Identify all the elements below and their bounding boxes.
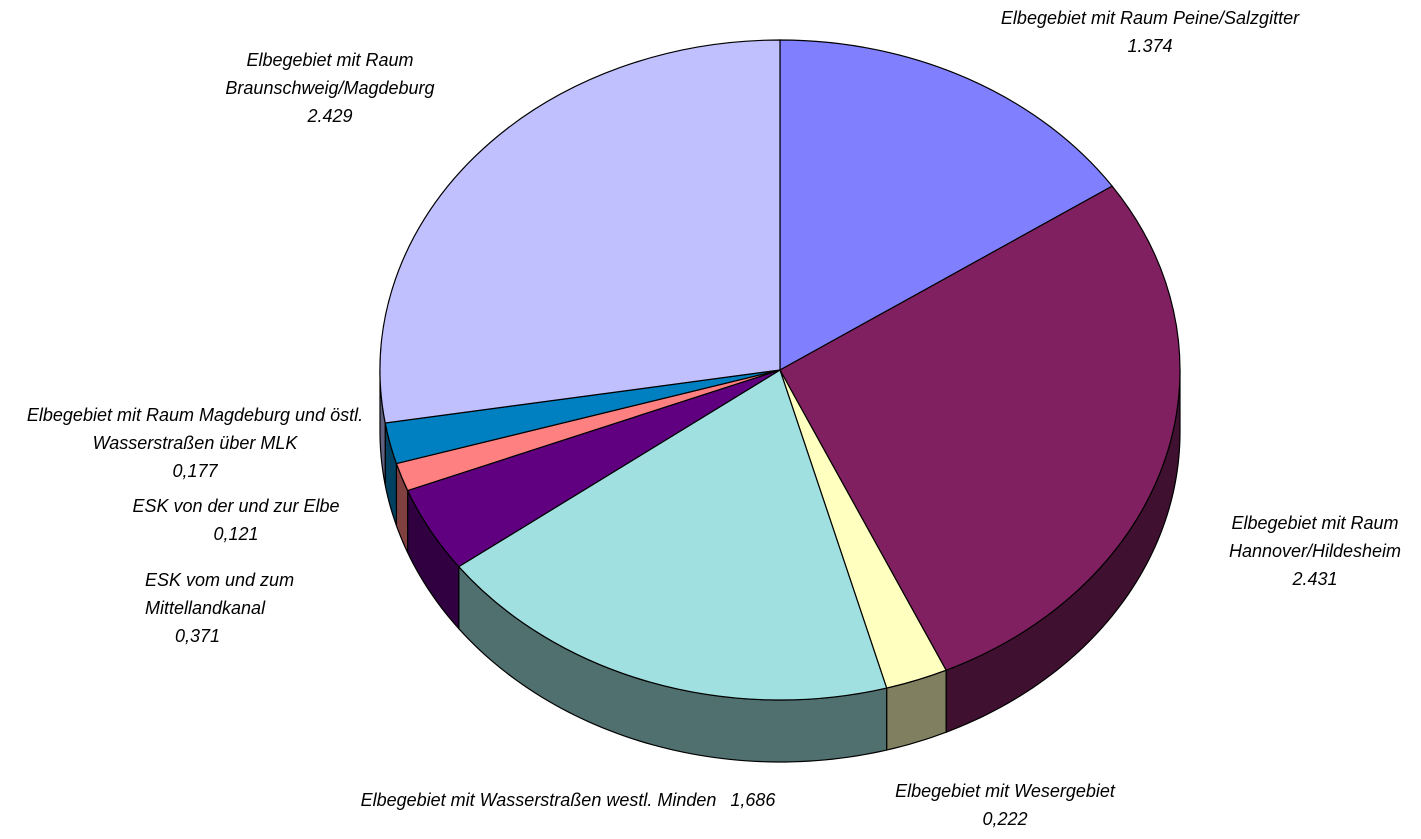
slice-name: Elbegebiet mit Wasserstraßen westl. Mind…	[360, 790, 717, 810]
slice-label: ESK von der und zur Elbe 0,121	[96, 492, 376, 548]
slice-value: 0,177	[172, 461, 218, 481]
slice-label: Elbegebiet mit Wesergebiet 0,222	[855, 777, 1155, 833]
slice-value: 0,371	[175, 626, 221, 646]
slice	[457, 369, 888, 701]
slice-name: ESK von der und zur Elbe	[132, 496, 340, 516]
slice-value: 2.431	[1292, 569, 1338, 589]
slice	[779, 39, 1114, 372]
slice-name: Elbegebiet mit Raum Hannover/Hildesheim	[1228, 513, 1402, 561]
slice-label: Elbegebiet mit Raum Magdeburg und östl. …	[0, 401, 390, 485]
slice-value: 2.429	[307, 106, 353, 126]
slice-name: Elbegebiet mit Raum Braunschweig/Magdebu…	[225, 50, 435, 98]
slice-name: Elbegebiet mit Raum Magdeburg und östl. …	[26, 405, 364, 453]
slice-value: 1.374	[1127, 36, 1173, 56]
slice-name: Elbegebiet mit Raum Peine/Salzgitter	[1000, 8, 1300, 28]
slice-label: Elbegebiet mit Raum Peine/Salzgitter 1.37…	[930, 4, 1370, 60]
slice-label: Elbegebiet mit Raum Hannover/Hildesheim 2…	[1195, 509, 1421, 593]
slice	[779, 185, 1181, 671]
slice-value: 0,222	[982, 809, 1028, 829]
slice-label: Elbegebiet mit Wasserstraßen westl. Mind…	[358, 786, 778, 814]
slice-value: 1,686	[730, 790, 776, 810]
slice	[379, 39, 781, 424]
slice-label: ESK vom und zum Mittellandkanal 0,371	[145, 566, 345, 650]
slice-value: 0,121	[213, 524, 259, 544]
slice-name: ESK vom und zum Mittellandkanal	[145, 570, 295, 618]
slice-name: Elbegebiet mit Wesergebiet	[895, 781, 1115, 801]
slice-label: Elbegebiet mit Raum Braunschweig/Magdebu…	[185, 46, 475, 130]
